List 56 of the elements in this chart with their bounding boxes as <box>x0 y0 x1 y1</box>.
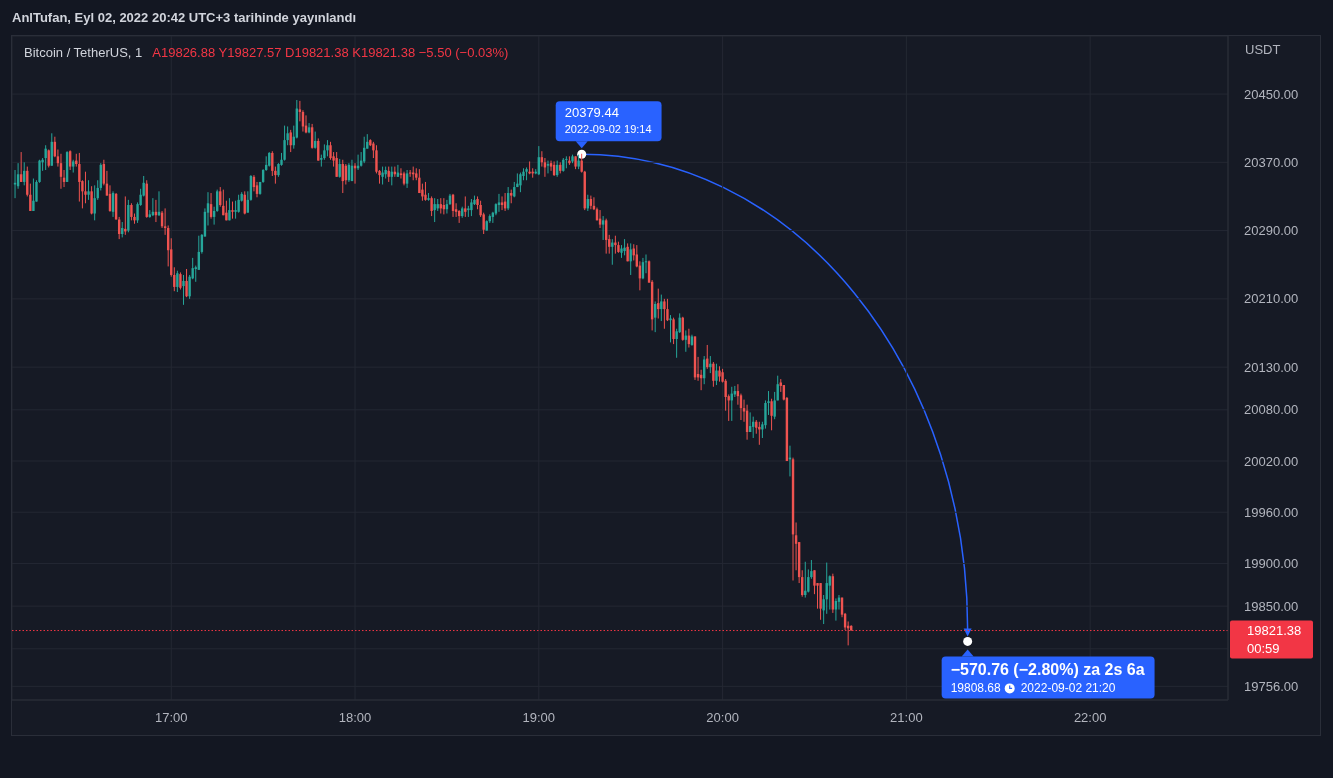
candlestick <box>87 179 90 201</box>
candlestick <box>663 298 666 330</box>
candlestick <box>549 160 553 172</box>
candlestick <box>84 171 87 204</box>
candlestick <box>289 129 292 153</box>
y-tick-label: 19900.00 <box>1244 556 1299 572</box>
x-tick-label: 20:00 <box>706 710 739 726</box>
text: AnlTufan, Eyl 02, 2022 20:42 UTC+3 tarihinde yayınlandı <box>12 10 357 26</box>
candlestick <box>773 391 776 420</box>
text: Bitcoin / TetherUS, 1 <box>24 45 143 61</box>
candlestick <box>834 597 838 622</box>
candlestick <box>519 172 522 193</box>
text: A19826.88 Y19827.57 D19821.38 K19821.38 −5.50 (−0.03%) <box>152 45 509 61</box>
candlestick <box>424 181 427 202</box>
annotation: 20379.44 <box>564 105 619 121</box>
y-tick-label: 19850.00 <box>1244 598 1299 614</box>
candlestick <box>430 195 433 217</box>
x-tick-label: 21:00 <box>890 710 923 726</box>
candlestick <box>182 274 185 306</box>
y-tick-label: 20080.00 <box>1244 402 1299 418</box>
y-tick-label: 20370.00 <box>1244 154 1299 170</box>
candlestick <box>601 215 605 241</box>
candlestick <box>500 195 504 211</box>
candlestick <box>813 569 816 595</box>
candlestick <box>770 398 773 431</box>
candlestick <box>546 160 550 174</box>
x-tick-label: 22:00 <box>1073 710 1107 726</box>
y-tick-label: 20290.00 <box>1244 223 1299 239</box>
candlestick <box>93 184 96 221</box>
candlestick <box>669 314 672 343</box>
y-tick-label: 20130.00 <box>1244 359 1299 375</box>
y-tick-label: 20020.00 <box>1244 453 1299 469</box>
candlestick <box>283 125 286 162</box>
annotation: 19808.68 <box>950 681 1002 696</box>
candlestick <box>433 197 436 223</box>
candlestick <box>611 238 614 266</box>
annotation: 2022-09-02 21:20 <box>1020 681 1116 696</box>
candlestick <box>185 268 188 298</box>
candlestick <box>90 185 93 215</box>
y-tick-label: 19756.00 <box>1244 678 1299 694</box>
y-axis-title: USDT <box>1245 42 1281 58</box>
x-tick-label: 19:00 <box>522 710 556 726</box>
annotation: −570.76 (−2.80%) za 2s 6a <box>950 661 1145 679</box>
candlestick <box>497 193 501 213</box>
candlestick <box>32 178 35 212</box>
text: 00:59 <box>1247 641 1280 657</box>
y-tick-label: 19960.00 <box>1244 504 1299 520</box>
y-tick-label: 20450.00 <box>1244 86 1299 102</box>
candlestick <box>222 189 225 216</box>
candlestick <box>660 294 663 322</box>
x-tick-label: 17:00 <box>155 710 188 726</box>
ref-line-label: 19821.38 <box>1247 623 1302 639</box>
x-tick-label: 18:00 <box>338 710 372 726</box>
candlestick <box>672 317 675 345</box>
annotation: 2022-09-02 19:14 <box>564 123 652 136</box>
y-tick-label: 20210.00 <box>1244 291 1299 307</box>
